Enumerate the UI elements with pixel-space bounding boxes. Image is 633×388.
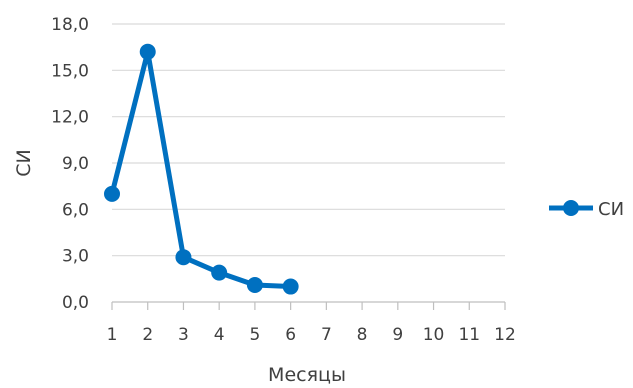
data-point	[175, 249, 191, 265]
x-tick-label: 6	[285, 325, 296, 345]
x-tick-label: 12	[494, 325, 516, 345]
data-point	[211, 265, 227, 281]
gridlines	[112, 24, 505, 256]
y-tick-label: 3,0	[62, 247, 89, 267]
data-point	[140, 44, 156, 60]
y-tick-label: 12,0	[51, 108, 89, 128]
x-axis: 1 2 3 4 5 6 7 8 9 10 11 12	[107, 302, 516, 345]
y-tick-label: 0,0	[62, 293, 89, 313]
data-point	[104, 186, 120, 202]
y-tick-label: 15,0	[51, 61, 89, 81]
x-axis-title: Месяцы	[268, 364, 346, 386]
y-tick-label: 6,0	[62, 200, 89, 220]
y-tick-label: 9,0	[62, 154, 89, 174]
legend: СИ	[549, 199, 624, 220]
x-tick-label: 8	[357, 325, 368, 345]
x-tick-label: 2	[142, 325, 153, 345]
y-axis: 0,0 3,0 6,0 9,0 12,0 15,0 18,0	[51, 15, 89, 313]
series-group	[104, 44, 299, 295]
x-tick-label: 1	[107, 325, 118, 345]
x-tick-label: 10	[423, 325, 445, 345]
series-line	[112, 52, 291, 287]
data-point	[247, 277, 263, 293]
x-tick-label: 3	[178, 325, 189, 345]
y-tick-label: 18,0	[51, 15, 89, 35]
data-point	[283, 279, 299, 295]
x-tick-label: 9	[392, 325, 403, 345]
legend-marker	[563, 200, 579, 216]
x-tick-label: 5	[249, 325, 260, 345]
x-tick-label: 7	[321, 325, 332, 345]
y-axis-title: СИ	[13, 149, 35, 176]
legend-label: СИ	[598, 199, 624, 220]
x-tick-label: 11	[458, 325, 480, 345]
x-tick-label: 4	[214, 325, 225, 345]
